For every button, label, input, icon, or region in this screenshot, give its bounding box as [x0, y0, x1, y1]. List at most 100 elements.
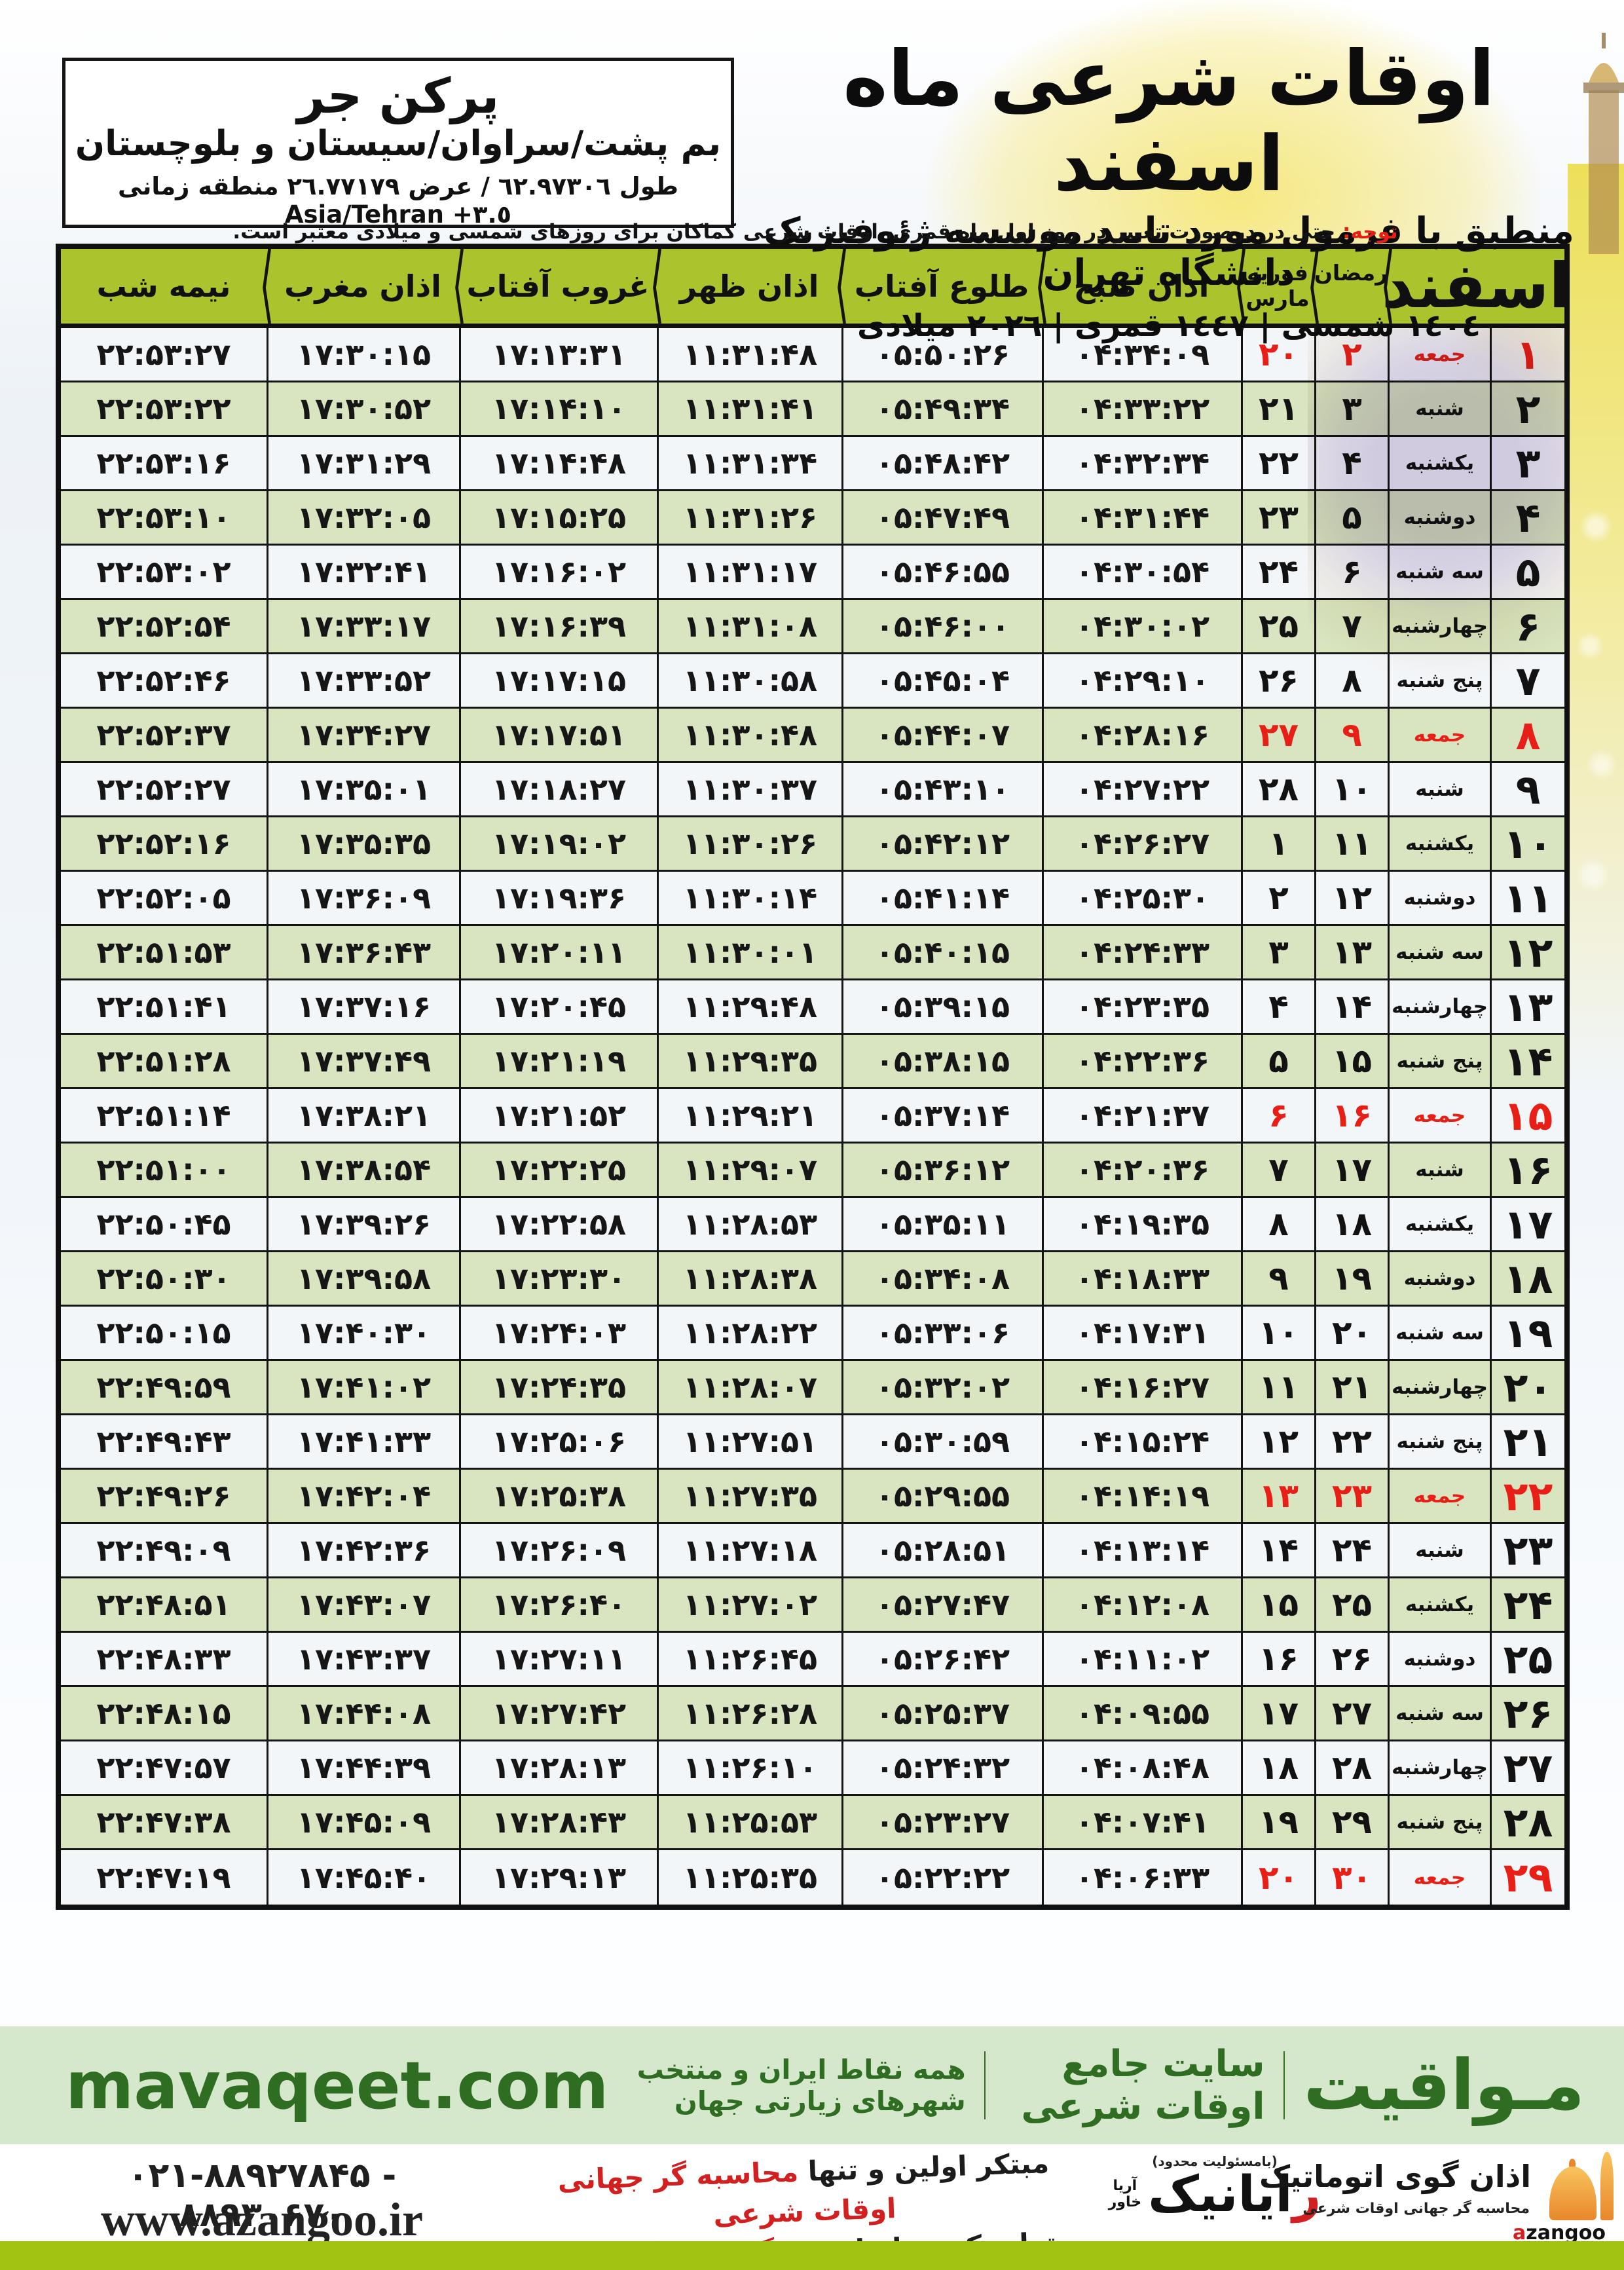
- cell-gregorian-date: ۳: [1241, 926, 1314, 978]
- cell-sunrise-time: ۰۵:۴۳:۱۰: [841, 763, 1042, 815]
- azangoo-dome-icon: [1536, 2151, 1615, 2223]
- cell-dhuhr-time: ۱۱:۳۰:۳۷: [657, 763, 841, 815]
- cell-sunrise-time: ۰۵:۳۲:۰۲: [841, 1361, 1042, 1413]
- cell-maghrib-time: ۱۷:۴۳:۰۷: [267, 1578, 459, 1631]
- cell-maghrib-time: ۱۷:۳۷:۴۹: [267, 1035, 459, 1087]
- cell-maghrib-time: ۱۷:۳۱:۲۹: [267, 437, 459, 489]
- cell-maghrib-time: ۱۷:۳۳:۵۲: [267, 654, 459, 707]
- cell-gregorian-date: ۲: [1241, 872, 1314, 924]
- cell-day-number: ۳: [1490, 437, 1564, 489]
- cell-weekday: یکشنبه: [1388, 1578, 1490, 1631]
- cell-sunset-time: ۱۷:۱۹:۳۶: [459, 872, 657, 924]
- cell-maghrib-time: ۱۷:۴۴:۰۸: [267, 1687, 459, 1740]
- cell-midnight-time: ۲۲:۵۱:۰۰: [96, 1152, 231, 1187]
- cell-weekday: سه شنبه: [1388, 1307, 1490, 1359]
- cell-sunset-time: ۱۷:۲۶:۰۹: [459, 1524, 657, 1576]
- cell-fajr-time: ۰۴:۱۴:۱۹: [1042, 1470, 1241, 1522]
- cell-gregorian-date: ۲۵: [1241, 600, 1314, 652]
- cell-day-number: ۱۲: [1490, 926, 1564, 978]
- header-divider: [653, 249, 661, 324]
- cell-weekday: یکشنبه: [1388, 1198, 1490, 1250]
- cell-sunrise-time: ۰۵:۳۰:۵۹: [841, 1415, 1042, 1468]
- cell-midnight-time: ۲۲:۵۰:۳۰: [96, 1261, 231, 1296]
- cell-dhuhr-time: ۱۱:۳۰:۲۶: [657, 817, 841, 870]
- cell-midnight-time: ۲۲:۴۹:۲۶: [96, 1478, 231, 1514]
- cell-midnight-time: ۲۲:۵۳:۰۲: [96, 554, 231, 589]
- col-header-sunset-label: غروب آفتاب: [466, 269, 650, 304]
- rayanik-name-row: رایانیک آریا خاور: [1109, 2169, 1321, 2219]
- cell-gregorian-date: ۲۱: [1241, 382, 1314, 435]
- cell-maghrib-time: ۱۷:۴۰:۳۰: [267, 1307, 459, 1359]
- cell-gregorian-date: ۱۳: [1241, 1470, 1314, 1522]
- cell-fajr-time: ۰۴:۲۶:۲۷: [1042, 817, 1241, 870]
- col-header-maghrib-label: اذان مغرب: [284, 269, 441, 304]
- cell-dhuhr-time: ۱۱:۲۶:۴۵: [657, 1633, 841, 1685]
- cell-sunset-time: ۱۷:۲۸:۴۳: [459, 1796, 657, 1848]
- cell-midnight-time: ۲۲:۵۱:۲۸: [96, 1043, 231, 1079]
- cell-fajr-time: ۰۴:۳۳:۲۲: [1042, 382, 1241, 435]
- azangoo-brand-latin: azangoo: [1513, 2222, 1606, 2244]
- cell-maghrib-time: ۱۷:۳۷:۱۶: [267, 980, 459, 1033]
- cell-fajr-time: ۰۴:۱۹:۳۵: [1042, 1198, 1241, 1250]
- cell-sunset-time: ۱۷:۲۱:۱۹: [459, 1035, 657, 1087]
- rayanik-sub1: آریا: [1113, 2177, 1137, 2194]
- cell-dhuhr-time: ۱۱:۲۹:۳۵: [657, 1035, 841, 1087]
- table-row: ۲۶ سه شنبه ۲۷ ۱۷ ۰۴:۰۹:۵۵ ۰۵:۲۵:۳۷ ۱۱:۲۶…: [61, 1687, 1564, 1741]
- cell-maghrib-time: ۱۷:۴۱:۳۳: [267, 1415, 459, 1468]
- cell-maghrib-time: ۱۷:۴۱:۰۲: [267, 1361, 459, 1413]
- cell-weekday: شنبه: [1388, 1144, 1490, 1196]
- cell-maghrib-time: ۱۷:۳۹:۵۸: [267, 1252, 459, 1305]
- cell-ramadan-date: ۱۰: [1314, 763, 1388, 815]
- cell-sunrise-time: ۰۵:۴۱:۱۴: [841, 872, 1042, 924]
- table-row: ۸ جمعه ۹ ۲۷ ۰۴:۲۸:۱۶ ۰۵:۴۴:۰۷ ۱۱:۳۰:۴۸ ۱…: [61, 709, 1564, 763]
- cell-sunrise-time: ۰۵:۴۷:۴۹: [841, 491, 1042, 544]
- cell-maghrib-time: ۱۷:۳۵:۳۵: [267, 817, 459, 870]
- cell-sunset-time: ۱۷:۱۷:۱۵: [459, 654, 657, 707]
- cell-day-number: ۸: [1490, 709, 1564, 761]
- cell-midnight-time: ۲۲:۵۲:۲۷: [96, 772, 231, 807]
- cell-sunrise-time: ۰۵:۴۲:۱۲: [841, 817, 1042, 870]
- mavaqeet-brand: مـواقیت: [1303, 2045, 1585, 2125]
- table-row: ۹ شنبه ۱۰ ۲۸ ۰۴:۲۷:۲۲ ۰۵:۴۳:۱۰ ۱۱:۳۰:۳۷ …: [61, 763, 1564, 817]
- cell-sunset-time: ۱۷:۲۶:۴۰: [459, 1578, 657, 1631]
- cell-midnight-time: ۲۲:۵۰:۱۵: [96, 1315, 231, 1350]
- cell-sunrise-time: ۰۵:۲۴:۳۲: [841, 1741, 1042, 1794]
- cell-gregorian-date: ۱۱: [1241, 1361, 1314, 1413]
- cell-gregorian-date: ۹: [1241, 1252, 1314, 1305]
- cell-sunset-time: ۱۷:۲۷:۴۲: [459, 1687, 657, 1740]
- cell-ramadan-date: ۲۷: [1314, 1687, 1388, 1740]
- cell-sunrise-time: ۰۵:۳۴:۰۸: [841, 1252, 1042, 1305]
- cell-ramadan-date: ۱۱: [1314, 817, 1388, 870]
- cell-ramadan-date: ۲۰: [1314, 1307, 1388, 1359]
- cell-gregorian-date: ۸: [1241, 1198, 1314, 1250]
- table-row: ۱۵ جمعه ۱۶ ۶ ۰۴:۲۱:۳۷ ۰۵:۳۷:۱۴ ۱۱:۲۹:۲۱ …: [61, 1089, 1564, 1144]
- cell-midnight-time: ۲۲:۵۳:۲۷: [96, 337, 231, 372]
- cell-midnight-time: ۲۲:۴۹:۵۹: [96, 1369, 231, 1405]
- bottom-green-strip: [0, 2241, 1624, 2270]
- cell-fajr-time: ۰۴:۳۰:۰۲: [1042, 600, 1241, 652]
- table-row: ۱۸ دوشنبه ۱۹ ۹ ۰۴:۱۸:۳۳ ۰۵:۳۴:۰۸ ۱۱:۲۸:۳…: [61, 1252, 1564, 1307]
- cell-sunset-time: ۱۷:۱۶:۳۹: [459, 600, 657, 652]
- cell-maghrib-time: ۱۷:۳۹:۲۶: [267, 1198, 459, 1250]
- cell-dhuhr-time: ۱۱:۳۰:۴۸: [657, 709, 841, 761]
- cell-gregorian-date: ۱۰: [1241, 1307, 1314, 1359]
- cell-fajr-time: ۰۴:۳۲:۳۴: [1042, 437, 1241, 489]
- cell-sunrise-time: ۰۵:۴۶:۰۰: [841, 600, 1042, 652]
- cell-weekday: پنج شنبه: [1388, 1796, 1490, 1848]
- cell-maghrib-time: ۱۷:۴۲:۰۴: [267, 1470, 459, 1522]
- cell-midnight-time: ۲۲:۵۲:۳۷: [96, 717, 231, 753]
- cell-dhuhr-time: ۱۱:۳۱:۱۷: [657, 546, 841, 598]
- cell-day-number: ۲۲: [1490, 1470, 1564, 1522]
- location-region: بم پشت/سراوان/سیستان و بلوچستان: [75, 123, 722, 164]
- cell-ramadan-date: ۱۷: [1314, 1144, 1388, 1196]
- cell-midnight-time: ۲۲:۵۲:۵۴: [96, 608, 231, 644]
- cell-sunrise-time: ۰۵:۴۸:۴۲: [841, 437, 1042, 489]
- cell-midnight-time: ۲۲:۵۰:۴۵: [96, 1206, 231, 1242]
- cell-gregorian-date: ۲۷: [1241, 709, 1314, 761]
- cell-sunrise-time: ۰۵:۴۴:۰۷: [841, 709, 1042, 761]
- cell-day-number: ۲۴: [1490, 1578, 1564, 1631]
- cell-day-number: ۱۰: [1490, 817, 1564, 870]
- table-row: ۲۱ پنج شنبه ۲۲ ۱۲ ۰۴:۱۵:۲۴ ۰۵:۳۰:۵۹ ۱۱:۲…: [61, 1415, 1564, 1470]
- cell-ramadan-date: ۲۱: [1314, 1361, 1388, 1413]
- arabesque-swirl-decoration: [1566, 472, 1624, 930]
